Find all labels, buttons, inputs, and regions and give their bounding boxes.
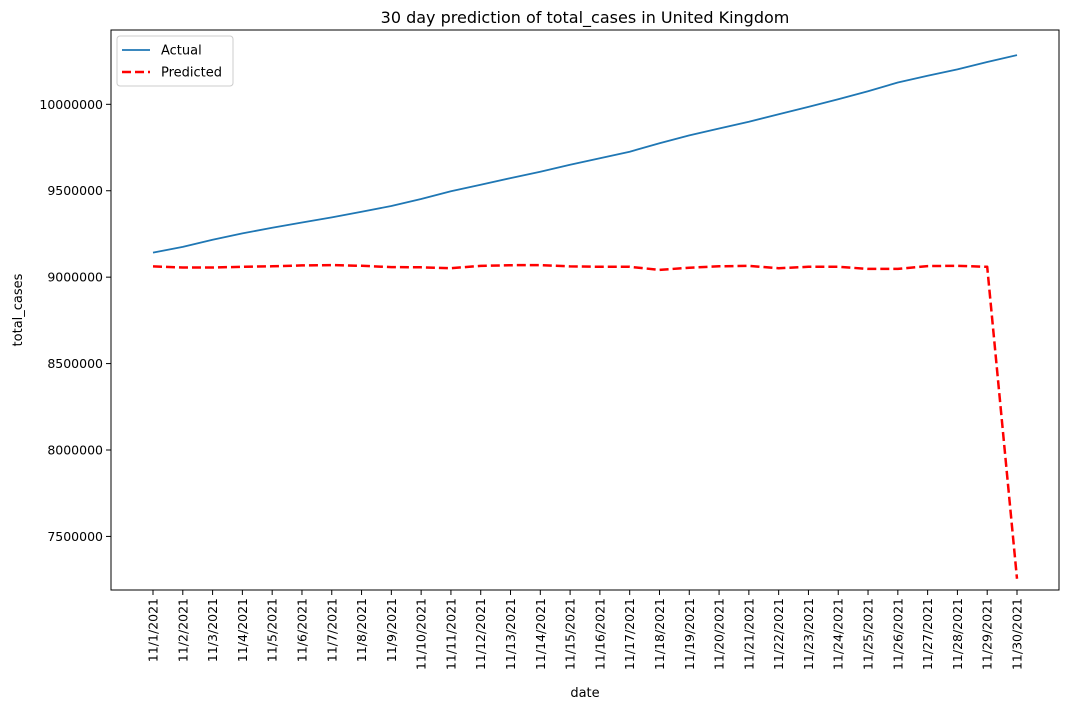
chart-title: 30 day prediction of total_cases in Unit… [381,8,790,28]
legend: Actual Predicted [116,35,234,87]
x-tick-label: 11/6/2021 [294,598,309,662]
x-tick-label: 11/2/2021 [175,598,190,662]
x-tick-label: 11/9/2021 [384,598,399,662]
x-tick-label: 11/21/2021 [741,598,756,670]
y-tick-label: 7500000 [47,529,103,544]
x-tick-label: 11/7/2021 [324,598,339,662]
x-axis-label: date [570,686,599,701]
plot-frame [110,29,1060,591]
x-tick-label: 11/5/2021 [265,598,280,662]
y-axis: 7500000 8000000 8500000 9000000 9500000 10000… [39,97,111,544]
series-layer [152,54,1019,579]
x-tick-label: 11/1/2021 [146,598,161,662]
y-tick-label: 8500000 [47,356,103,371]
x-tick-label: 11/15/2021 [563,598,578,670]
x-tick-label: 11/16/2021 [592,598,607,670]
legend-label-actual: Actual [161,44,202,59]
x-tick-label: 11/18/2021 [652,598,667,670]
x-tick-label: 11/23/2021 [801,598,816,670]
x-tick-label: 11/25/2021 [861,598,876,670]
y-tick-label: 10000000 [39,97,103,112]
x-tick-label: 11/13/2021 [503,598,518,670]
x-tick-label: 11/12/2021 [473,598,488,670]
x-tick-label: 11/14/2021 [533,598,548,670]
x-tick-label: 11/26/2021 [890,598,905,670]
y-tick-label: 8000000 [47,443,103,458]
x-tick-label: 11/22/2021 [771,598,786,670]
series-line-predicted [152,263,1019,579]
x-tick-label: 11/29/2021 [980,598,995,670]
x-axis: 11/1/2021 11/2/2021 11/3/2021 11/4/2021 11/5… [146,590,1025,670]
x-tick-label: 11/20/2021 [712,598,727,670]
y-tick-label: 9000000 [47,270,103,285]
x-tick-label: 11/8/2021 [354,598,369,662]
x-tick-label: 11/11/2021 [443,598,458,670]
y-axis-label: total_cases [11,273,26,346]
x-tick-label: 11/10/2021 [414,598,429,670]
x-tick-label: 11/27/2021 [920,598,935,670]
series-line-actual [152,54,1018,254]
x-tick-label: 11/24/2021 [831,598,846,670]
x-tick-label: 11/19/2021 [682,598,697,670]
x-tick-label: 11/30/2021 [1010,598,1025,670]
x-tick-label: 11/28/2021 [950,598,965,670]
y-tick-label: 9500000 [47,183,103,198]
legend-box [116,35,234,87]
x-tick-label: 11/17/2021 [622,598,637,670]
x-tick-label: 11/3/2021 [205,598,220,662]
x-tick-label: 11/4/2021 [235,598,250,662]
legend-label-predicted: Predicted [161,66,222,81]
